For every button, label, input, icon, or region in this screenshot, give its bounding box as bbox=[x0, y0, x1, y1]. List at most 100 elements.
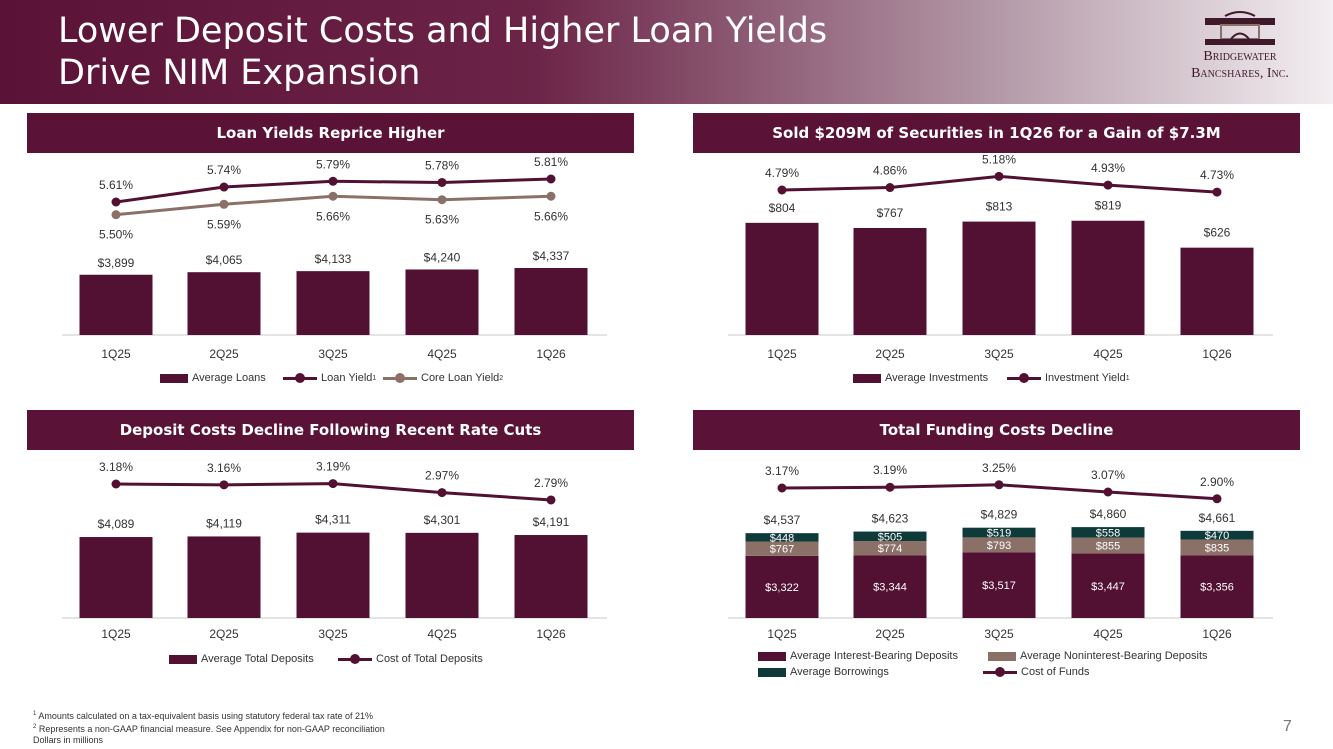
segment-value-label: $519 bbox=[987, 528, 1011, 540]
x-tick-label: 1Q25 bbox=[767, 627, 797, 641]
x-tick-label: 2Q25 bbox=[875, 347, 905, 361]
legend-swatch bbox=[1007, 373, 1041, 383]
legend-label: Average Noninterest-Bearing Deposits bbox=[1020, 650, 1208, 662]
bar-value-label: $4,301 bbox=[424, 513, 461, 527]
legend-swatch bbox=[169, 654, 197, 664]
x-tick-label: 1Q26 bbox=[1202, 627, 1232, 641]
bar-value-label: $626 bbox=[1204, 226, 1231, 240]
line-point bbox=[546, 174, 556, 184]
bar-value-label: $4,133 bbox=[315, 252, 352, 266]
bar-value-label: $4,240 bbox=[424, 250, 461, 264]
total-value-label: $4,661 bbox=[1199, 511, 1236, 525]
stacked-bar-segment bbox=[962, 552, 1036, 618]
segment-value-label: $767 bbox=[770, 544, 794, 556]
x-tick-label: 1Q26 bbox=[536, 347, 566, 361]
stacked-bar-segment bbox=[962, 537, 1036, 553]
segment-value-label: $835 bbox=[1205, 542, 1229, 554]
line-point bbox=[546, 191, 556, 201]
line-point bbox=[328, 176, 338, 186]
footnotes: 1 Amounts calculated on a tax-equivalent… bbox=[33, 709, 385, 746]
x-tick-label: 3Q25 bbox=[318, 347, 348, 361]
segment-value-label: $558 bbox=[1096, 527, 1120, 539]
legend-cost-of-funds: Cost of Funds bbox=[983, 666, 1089, 678]
legend-label: Loan Yield bbox=[321, 372, 373, 384]
data-label: 5.74% bbox=[207, 163, 241, 177]
line-point bbox=[328, 191, 338, 201]
stacked-bar-segment bbox=[853, 540, 927, 556]
bar-value-label: $4,337 bbox=[533, 249, 570, 263]
bar-value-label: $4,191 bbox=[533, 515, 570, 529]
data-label: 3.19% bbox=[873, 463, 907, 477]
line-point bbox=[994, 171, 1004, 181]
line-point bbox=[111, 197, 121, 207]
bar-value-label: $813 bbox=[986, 200, 1013, 214]
legend-swatch bbox=[983, 667, 1017, 677]
data-label: 5.59% bbox=[207, 217, 241, 231]
bar-value-label: $819 bbox=[1095, 199, 1122, 213]
x-tick-label: 4Q25 bbox=[1093, 627, 1123, 641]
logo-line-2: Bancshares, Inc. bbox=[1191, 66, 1289, 81]
legend-swatch bbox=[758, 667, 786, 677]
data-label: 5.61% bbox=[99, 178, 133, 192]
line-point bbox=[885, 482, 895, 492]
bar-value-label: $4,065 bbox=[206, 253, 243, 267]
data-label: 3.17% bbox=[765, 464, 799, 478]
line-point bbox=[111, 479, 121, 489]
legend-swatch bbox=[988, 651, 1016, 661]
bar bbox=[745, 222, 819, 335]
segment-value-label: $3,447 bbox=[1091, 581, 1125, 593]
page-title-line-2: Drive NIM Expansion bbox=[58, 53, 421, 93]
segment-value-label: $505 bbox=[878, 531, 902, 543]
x-tick-label: 1Q25 bbox=[101, 627, 131, 641]
bar bbox=[514, 535, 588, 618]
stacked-bar-segment bbox=[1180, 555, 1254, 618]
data-label: 5.18% bbox=[982, 155, 1016, 166]
data-label: 5.78% bbox=[425, 158, 459, 172]
x-tick-label: 1Q25 bbox=[767, 347, 797, 361]
total-value-label: $4,537 bbox=[764, 513, 801, 527]
segment-value-label: $3,356 bbox=[1200, 582, 1234, 594]
x-tick-label: 4Q25 bbox=[1093, 347, 1123, 361]
stacked-bar-segment bbox=[853, 555, 927, 618]
data-label: 2.90% bbox=[1200, 475, 1234, 489]
line-point bbox=[1212, 187, 1222, 197]
line-point bbox=[777, 185, 787, 195]
bar bbox=[296, 271, 370, 335]
total-value-label: $4,860 bbox=[1090, 507, 1127, 521]
x-tick-label: 1Q25 bbox=[101, 347, 131, 361]
segment-value-label: $470 bbox=[1205, 530, 1229, 542]
x-tick-label: 2Q25 bbox=[875, 627, 905, 641]
legend-swatch bbox=[383, 373, 417, 383]
line-point bbox=[994, 480, 1004, 490]
line-point bbox=[437, 195, 447, 205]
bar bbox=[853, 228, 927, 335]
bar bbox=[1071, 220, 1145, 335]
data-label: 2.79% bbox=[534, 476, 568, 490]
data-label: 4.73% bbox=[1200, 168, 1234, 182]
footnote-text: Represents a non-GAAP financial measure.… bbox=[38, 724, 385, 734]
line-point bbox=[1212, 494, 1222, 504]
legend-label: Average Total Deposits bbox=[201, 653, 314, 665]
data-label: 5.81% bbox=[534, 155, 568, 169]
data-label: 3.25% bbox=[982, 461, 1016, 475]
data-label: 5.66% bbox=[534, 209, 568, 223]
stacked-bar-segment bbox=[745, 555, 819, 618]
data-label: 2.97% bbox=[425, 469, 459, 483]
x-tick-label: 3Q25 bbox=[984, 627, 1014, 641]
legend-swatch bbox=[283, 373, 317, 383]
total-value-label: $4,829 bbox=[981, 508, 1018, 522]
footnote-1: 1 Amounts calculated on a tax-equivalent… bbox=[33, 711, 374, 721]
bar bbox=[296, 532, 370, 618]
segment-value-label: $793 bbox=[987, 540, 1011, 552]
bar bbox=[405, 532, 479, 618]
segment-value-label: $3,322 bbox=[765, 582, 799, 594]
footnote-2: 2 Represents a non-GAAP financial measur… bbox=[33, 724, 385, 734]
x-tick-label: 3Q25 bbox=[318, 627, 348, 641]
line-point bbox=[219, 480, 229, 490]
bar bbox=[187, 272, 261, 335]
legend-swatch bbox=[160, 373, 188, 383]
segment-value-label: $855 bbox=[1096, 541, 1120, 553]
legend-swatch bbox=[338, 654, 372, 664]
footnote-text: Amounts calculated on a tax-equivalent b… bbox=[38, 711, 374, 721]
deposits-chart: 1Q25 2Q25 3Q25 4Q25 1Q26 $4,089 $4,119 $4,311 $4… bbox=[27, 452, 634, 647]
